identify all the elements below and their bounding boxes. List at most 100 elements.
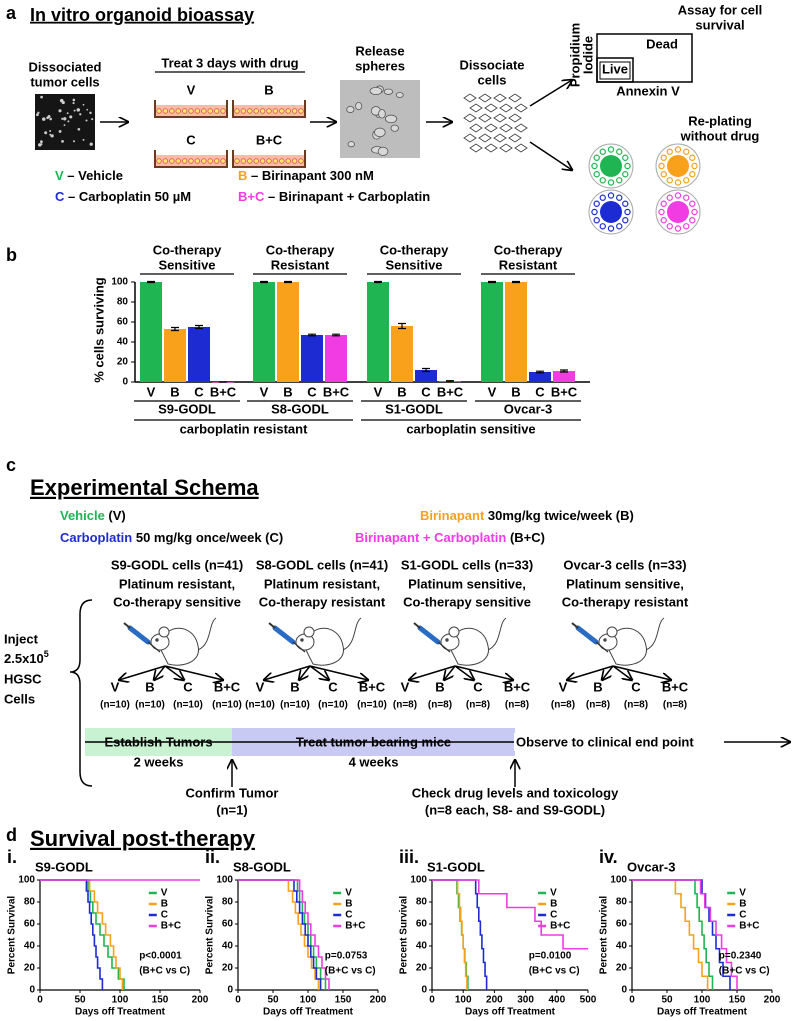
cell <box>499 123 513 133</box>
mouse-ear <box>158 626 170 638</box>
mouse-ear <box>448 626 460 638</box>
error-bar <box>398 322 406 330</box>
checkpoint-label: (n=1) <box>216 802 247 817</box>
well-label: C <box>186 132 196 147</box>
plate-organoid <box>689 200 696 207</box>
legend-entry: C – Carboplatin 50 µM <box>55 189 191 204</box>
legend-label: B <box>739 899 746 910</box>
legend-name: Birinapant <box>420 508 485 523</box>
arrow <box>264 665 311 680</box>
cell-dot <box>72 98 76 102</box>
organoid <box>162 108 169 114</box>
plate-center <box>667 201 689 223</box>
sphere <box>390 124 399 132</box>
plate-organoid <box>624 162 631 170</box>
plate-organoid <box>593 171 600 178</box>
cohort-line: Co-therapy sensitive <box>113 594 241 609</box>
organoid <box>266 108 272 114</box>
plate-organoid <box>607 192 615 199</box>
arm-label: B+C <box>662 679 689 694</box>
group-header: Co-therapy <box>380 242 449 257</box>
legend-entry: Carboplatin 50 mg/kg once/week (C) <box>60 530 283 545</box>
p-value: p=0.0753 <box>325 951 368 962</box>
error-bar <box>512 280 520 284</box>
organoid <box>291 108 298 114</box>
arm-n: (n=10) <box>318 700 348 711</box>
axis-label: Propidium <box>567 23 582 87</box>
organoid <box>247 158 253 164</box>
bar <box>391 326 413 382</box>
plate-organoid <box>660 217 667 224</box>
survival-curve <box>432 879 588 950</box>
p-value: p=0.0100 <box>529 951 572 962</box>
panel-title: Experimental Schema <box>30 475 259 500</box>
x-tick-label: B <box>283 384 292 399</box>
legend-name: Birinapant + Carboplatin <box>355 530 506 545</box>
plate-organoid <box>616 177 623 184</box>
y-tick-label: 60 <box>117 317 129 328</box>
cell <box>514 143 528 153</box>
y-tick-label: 20 <box>222 963 234 974</box>
legend-key: C <box>55 189 65 204</box>
arm-n: (n=10) <box>245 700 275 711</box>
arm-n: (n=8) <box>624 700 648 711</box>
cell-dot <box>61 117 64 120</box>
survival-curve <box>632 879 714 990</box>
plate-organoid <box>599 148 606 155</box>
end-label: Observe to clinical end point <box>516 734 694 749</box>
legend-label: C <box>739 910 746 921</box>
x-tick-label: C <box>194 384 204 399</box>
plate-organoid <box>658 208 665 216</box>
syringe <box>127 625 151 645</box>
arm-n: (n=8) <box>505 700 529 711</box>
x-tick-label: V <box>374 384 383 399</box>
y-axis-label: Percent Survival <box>205 896 216 975</box>
inject-label: Cells <box>4 691 35 706</box>
x-tick-label: 200 <box>192 995 209 1006</box>
x-axis-label: Days off Treatment <box>465 1007 556 1018</box>
legend-entry: B – Birinapant 300 nM <box>238 168 374 183</box>
mouse-eye <box>445 638 449 642</box>
cell-dot <box>40 140 43 144</box>
mouse-tail <box>645 617 665 651</box>
organoid <box>156 158 162 164</box>
arrow <box>444 665 456 680</box>
phase-duration: 2 weeks <box>134 754 184 769</box>
x-tick-label: 400 <box>548 995 565 1006</box>
cohort-line: Platinum sensitive, <box>566 576 684 591</box>
assay-title: survival <box>695 17 744 32</box>
cell <box>484 123 498 133</box>
arrow <box>164 665 184 680</box>
y-tick-label: 80 <box>222 897 234 908</box>
cell <box>463 93 477 103</box>
arm-label: V <box>256 679 265 694</box>
error-bar <box>308 333 316 337</box>
survival-curve <box>632 879 738 990</box>
x-tick-label: V <box>488 384 497 399</box>
legend-label: B+C <box>550 921 570 932</box>
plunger <box>571 622 579 629</box>
x-tick-label: B+C <box>323 384 350 399</box>
x-tick-label: B+C <box>551 384 578 399</box>
y-tick-label: 80 <box>117 297 129 308</box>
arm-label: B <box>290 679 299 694</box>
organoid <box>156 108 162 114</box>
needle <box>292 641 306 653</box>
plate-organoid <box>660 154 667 161</box>
bar <box>415 370 437 382</box>
x-tick-label: 0 <box>235 995 241 1006</box>
arrow <box>154 665 166 680</box>
y-tick-label: 0 <box>29 985 35 996</box>
survival-curve <box>632 879 709 990</box>
y-tick-label: 40 <box>616 941 628 952</box>
mouse-ear <box>606 626 618 638</box>
legend-entry: Birinapant 30mg/kg twice/week (B) <box>420 508 634 523</box>
plate-organoid <box>622 217 629 224</box>
cell <box>514 123 528 133</box>
p-value: (B+C vs C) <box>719 966 770 977</box>
y-tick-label: 60 <box>416 919 428 930</box>
organoid <box>253 158 259 164</box>
y-tick-label: 100 <box>18 875 35 886</box>
cell-dot <box>69 115 73 119</box>
bar <box>301 335 323 382</box>
